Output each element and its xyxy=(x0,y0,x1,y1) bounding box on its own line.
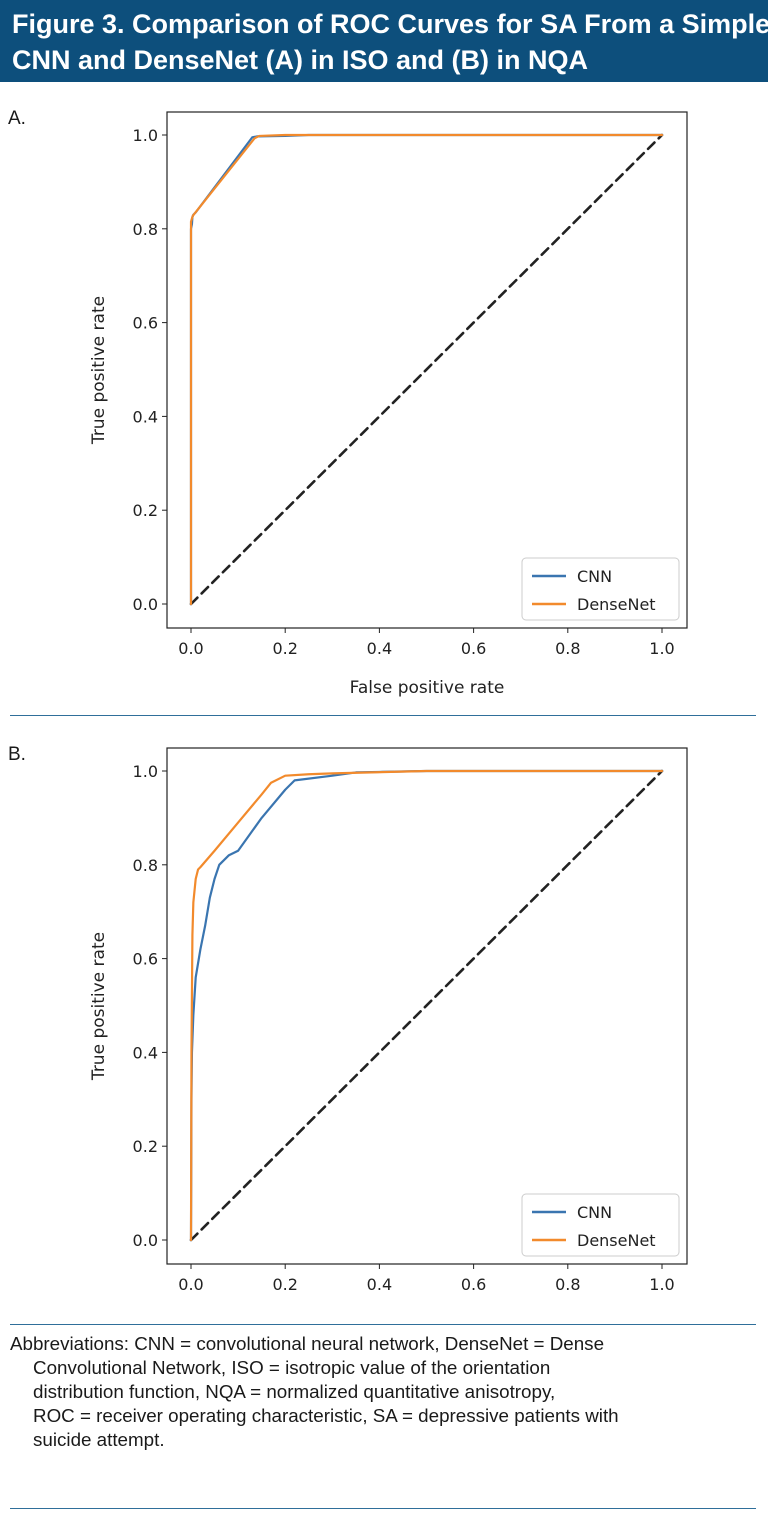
figure-title-line-2: CNN and DenseNet (A) in ISO and (B) in N… xyxy=(12,45,589,75)
chance-diagonal-line xyxy=(189,769,664,1242)
legend-densenet-label: DenseNet xyxy=(577,595,656,614)
y-tick-label: 0.0 xyxy=(133,1231,158,1250)
plot-frame xyxy=(166,111,688,629)
abbreviations-line-5: suicide attempt. xyxy=(33,1429,165,1450)
y-tick-label: 0.4 xyxy=(133,407,158,426)
chance-diagonal-line xyxy=(189,133,664,606)
x-tick-label: 0.2 xyxy=(272,1275,297,1294)
y-tick-label: 0.4 xyxy=(133,1043,158,1062)
y-tick-label: 0.8 xyxy=(133,220,158,239)
x-tick-label: 1.0 xyxy=(649,1275,674,1294)
abbreviations-note: Abbreviations: CNN = convolutional neura… xyxy=(10,1332,756,1452)
plot-frame xyxy=(166,747,688,1265)
abbreviations-line-1: Abbreviations: CNN = convolutional neura… xyxy=(10,1333,605,1354)
y-tick-label: 0.6 xyxy=(133,950,158,969)
x-tick-label: 0.6 xyxy=(461,1275,486,1294)
x-tick-label: 0.0 xyxy=(178,639,203,658)
y-axis-label: True positive rate xyxy=(89,296,109,445)
legend-cnn-label: CNN xyxy=(577,1203,612,1222)
x-tick-label: 0.8 xyxy=(555,1275,580,1294)
figure-header: Figure 3. Comparison of ROC Curves for S… xyxy=(0,0,768,82)
panel-divider xyxy=(10,715,756,716)
abbreviations-line-3: distribution function, NQA = normalized … xyxy=(33,1381,556,1402)
x-tick-label: 0.0 xyxy=(178,1275,203,1294)
x-tick-label: 0.6 xyxy=(461,639,486,658)
abbreviations-line-2: Convolutional Network, ISO = isotropic v… xyxy=(33,1357,551,1378)
abbreviations-line-4: ROC = receiver operating characteristic,… xyxy=(33,1405,619,1426)
panel-a-label: A. xyxy=(8,108,26,129)
x-tick-label: 0.4 xyxy=(367,639,392,658)
y-tick-label: 0.2 xyxy=(133,1137,158,1156)
y-tick-label: 1.0 xyxy=(133,762,158,781)
legend-densenet-label: DenseNet xyxy=(577,1231,656,1250)
y-tick-label: 0.6 xyxy=(133,314,158,333)
y-tick-label: 0.2 xyxy=(133,501,158,520)
y-tick-label: 1.0 xyxy=(133,126,158,145)
figure-title-line-1: Figure 3. Comparison of ROC Curves for S… xyxy=(12,9,768,39)
legend-cnn-label: CNN xyxy=(577,567,612,586)
x-tick-label: 1.0 xyxy=(649,639,674,658)
roc-chart-panel-b: 0.00.20.40.60.81.00.00.20.40.60.81.0Fals… xyxy=(89,747,688,1294)
y-tick-label: 0.8 xyxy=(133,856,158,875)
y-tick-label: 0.0 xyxy=(133,595,158,614)
abbreviations-top-rule xyxy=(10,1324,756,1325)
x-tick-label: 0.8 xyxy=(555,639,580,658)
x-tick-label: 0.2 xyxy=(272,639,297,658)
roc-chart-panel-a: 0.0 0.2 0.4 0.6 0.8 1.0 0.0 0.2 0.4 0.6 0.8 1.0 Fals… xyxy=(89,111,688,698)
densenet-roc-curve xyxy=(189,133,664,606)
x-tick-label: 0.4 xyxy=(367,1275,392,1294)
densenet-roc-curve xyxy=(189,769,664,1242)
abbreviations-bottom-rule xyxy=(10,1508,756,1509)
x-axis-label: False positive rate xyxy=(350,678,505,698)
panel-b-label: B. xyxy=(8,744,26,765)
y-axis-label: True positive rate xyxy=(89,932,109,1081)
